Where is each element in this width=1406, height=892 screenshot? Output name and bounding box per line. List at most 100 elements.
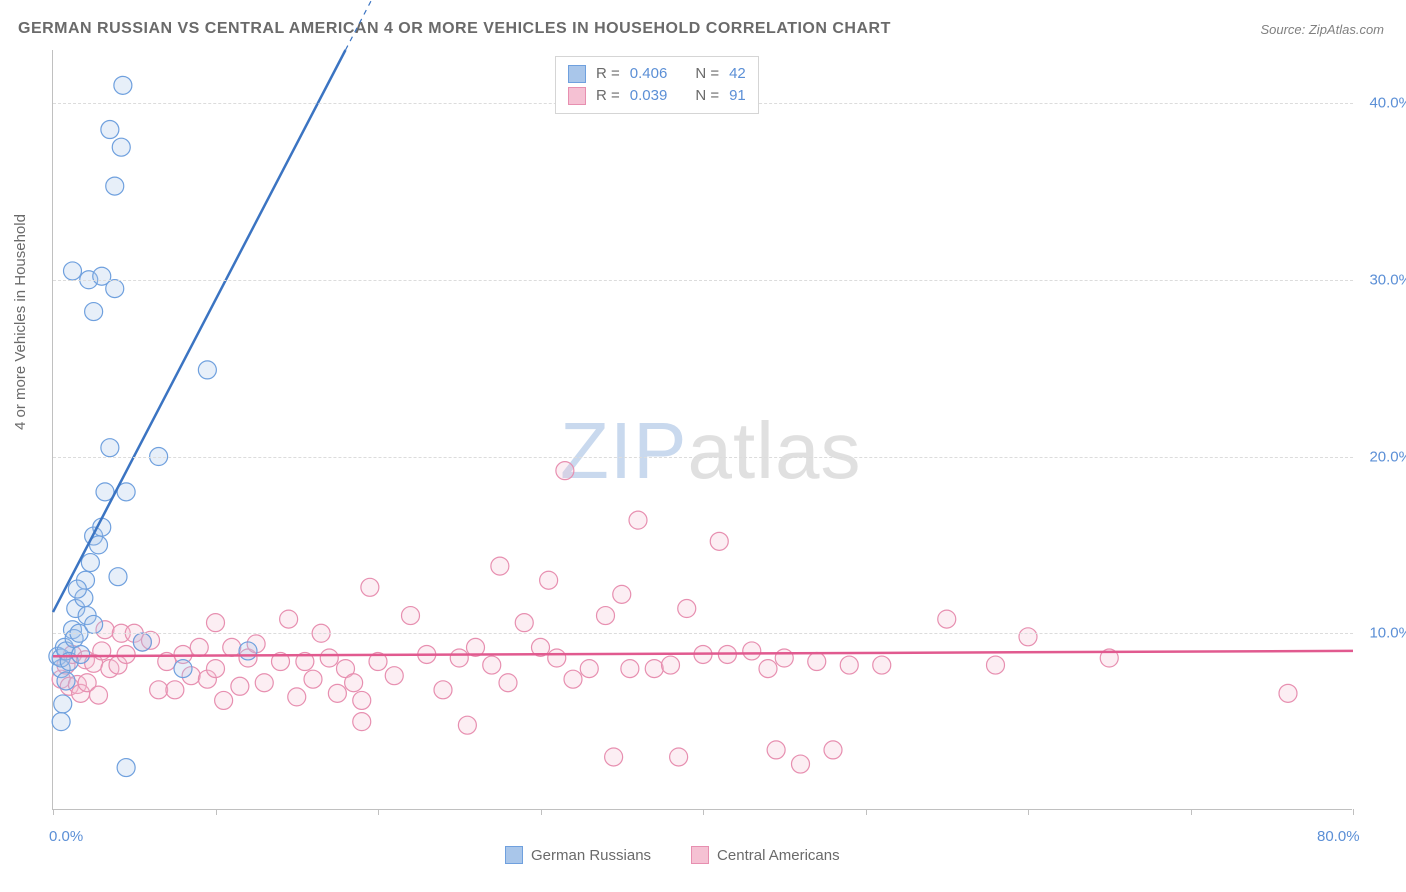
r-value-central-americans: 0.039: [630, 85, 668, 107]
y-tick-label: 10.0%: [1369, 625, 1406, 642]
data-point: [597, 607, 615, 625]
swatch-central-americans-bottom: [691, 846, 709, 864]
data-point: [710, 532, 728, 550]
swatch-german-russians: [568, 65, 586, 83]
data-point: [759, 660, 777, 678]
y-tick-label: 30.0%: [1369, 271, 1406, 288]
source-label: Source: ZipAtlas.com: [1260, 22, 1384, 37]
gridline: [53, 633, 1353, 634]
x-tick-label: 0.0%: [49, 828, 83, 845]
data-point: [117, 645, 135, 663]
plot-area: 10.0%20.0%30.0%40.0%0.0%80.0%: [52, 50, 1352, 810]
data-point: [450, 649, 468, 667]
data-point: [101, 439, 119, 457]
data-point: [304, 670, 322, 688]
data-point: [345, 674, 363, 692]
data-point: [112, 138, 130, 156]
legend-entry-german-russians: German Russians: [505, 846, 651, 864]
swatch-german-russians-bottom: [505, 846, 523, 864]
data-point: [548, 649, 566, 667]
data-point: [621, 660, 639, 678]
x-tick: [1028, 809, 1029, 815]
data-point: [215, 691, 233, 709]
data-point: [133, 633, 151, 651]
data-point: [767, 741, 785, 759]
data-point: [52, 713, 70, 731]
data-point: [68, 580, 86, 598]
data-point: [166, 681, 184, 699]
r-label: R =: [596, 85, 620, 107]
legend-label-german-russians: German Russians: [531, 847, 651, 864]
x-tick: [1191, 809, 1192, 815]
data-point: [556, 462, 574, 480]
n-label: N =: [695, 63, 719, 85]
data-point: [85, 303, 103, 321]
n-label: N =: [695, 85, 719, 107]
data-point: [57, 672, 75, 690]
legend-label-central-americans: Central Americans: [717, 847, 840, 864]
data-point: [402, 607, 420, 625]
data-point: [1279, 684, 1297, 702]
chart-title: GERMAN RUSSIAN VS CENTRAL AMERICAN 4 OR …: [18, 20, 891, 38]
data-point: [670, 748, 688, 766]
data-point: [385, 667, 403, 685]
data-point: [90, 686, 108, 704]
data-point: [109, 568, 127, 586]
trendline-german-russians: [53, 50, 346, 612]
r-label: R =: [596, 63, 620, 85]
data-point: [150, 681, 168, 699]
data-point: [987, 656, 1005, 674]
y-tick-label: 20.0%: [1369, 448, 1406, 465]
data-point: [54, 695, 72, 713]
data-point: [174, 660, 192, 678]
data-point: [540, 571, 558, 589]
legend-series: German Russians Central Americans: [505, 846, 840, 864]
x-tick: [541, 809, 542, 815]
data-point: [239, 642, 257, 660]
data-point: [231, 677, 249, 695]
data-point: [808, 653, 826, 671]
legend-stats-row-1: R = 0.406 N = 42: [568, 63, 746, 85]
x-tick: [866, 809, 867, 815]
data-point: [81, 554, 99, 572]
data-point: [207, 660, 225, 678]
x-tick: [216, 809, 217, 815]
data-point: [328, 684, 346, 702]
data-point: [434, 681, 452, 699]
y-axis-label: 4 or more Vehicles in Household: [12, 214, 29, 430]
gridline: [53, 280, 1353, 281]
data-point: [101, 121, 119, 139]
data-point: [223, 638, 241, 656]
data-point: [515, 614, 533, 632]
data-point: [792, 755, 810, 773]
data-point: [580, 660, 598, 678]
data-point: [190, 638, 208, 656]
data-point: [678, 600, 696, 618]
x-tick: [378, 809, 379, 815]
data-point: [320, 649, 338, 667]
data-point: [280, 610, 298, 628]
x-tick: [53, 809, 54, 815]
data-point: [938, 610, 956, 628]
data-point: [605, 748, 623, 766]
legend-stats-row-2: R = 0.039 N = 91: [568, 85, 746, 107]
n-value-central-americans: 91: [729, 85, 746, 107]
gridline: [53, 457, 1353, 458]
data-point: [255, 674, 273, 692]
data-point: [1019, 628, 1037, 646]
plot-svg: [53, 50, 1353, 810]
data-point: [114, 76, 132, 94]
data-point: [775, 649, 793, 667]
data-point: [824, 741, 842, 759]
data-point: [840, 656, 858, 674]
data-point: [645, 660, 663, 678]
data-point: [72, 645, 90, 663]
data-point: [85, 615, 103, 633]
data-point: [564, 670, 582, 688]
data-point: [743, 642, 761, 660]
data-point: [117, 759, 135, 777]
data-point: [458, 716, 476, 734]
data-point: [613, 585, 631, 603]
data-point: [207, 614, 225, 632]
swatch-central-americans: [568, 87, 586, 105]
